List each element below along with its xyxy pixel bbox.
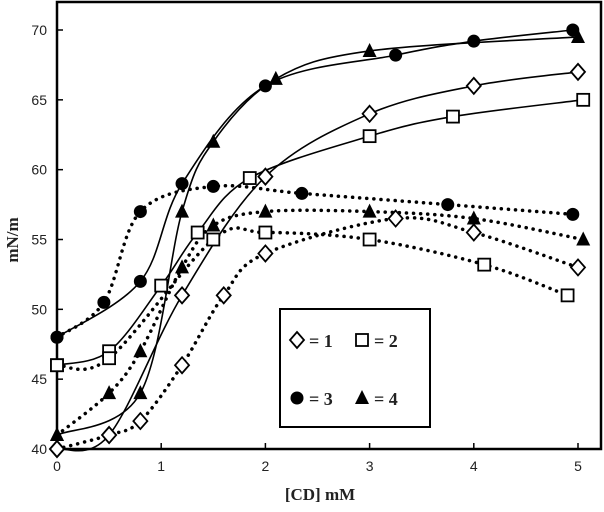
plot-frame [55,0,603,451]
data-point [206,179,220,193]
data-point [173,285,191,305]
x-tick-label: 0 [53,458,61,474]
x-tick-label: 2 [262,458,270,474]
data-point [175,259,190,274]
y-tick-label: 70 [31,22,47,38]
data-point [560,288,575,303]
data-point [258,79,272,93]
data-point [465,223,482,242]
data-point [566,207,580,221]
y-tick-label: 60 [31,162,47,178]
data-point [362,129,377,144]
y-tick-label: 50 [31,301,47,317]
legend-marker [355,390,369,404]
data-point [100,425,118,445]
y-tick-label: 40 [31,441,47,457]
y-axis-label: mN/m [3,217,22,262]
data-point [362,203,377,218]
data-point [50,358,64,373]
data-point [441,198,455,212]
data-point [466,210,481,225]
data-point [154,278,169,293]
data-point [362,42,377,57]
data-point [477,257,492,272]
data-point [467,34,481,48]
data-point [569,258,587,277]
data-point [242,171,257,185]
x-tick-label: 5 [574,458,582,474]
legend-marker [355,333,369,347]
data-point [387,209,404,228]
data-point [175,177,189,191]
legend: = 1 = 2 = 3 = 4 [279,308,431,428]
legend-label: = 3 [309,389,333,409]
data-point [102,385,117,400]
data-point [206,217,221,232]
data-point [215,285,232,305]
legend-marker [288,330,306,350]
data-point [295,186,309,200]
data-point [576,92,591,107]
data-point [571,28,585,43]
data-point [133,343,148,358]
legend-label: = 1 [309,331,333,351]
series-line [55,216,580,451]
data-point [50,330,64,344]
data-point [133,385,148,400]
series-line [56,29,573,338]
data-point [389,48,403,62]
data-point [362,232,377,247]
data-point [268,70,283,85]
x-tick-label: 4 [470,458,478,474]
data-point [569,62,587,82]
data-point [257,244,274,263]
data-point [133,274,147,288]
x-tick-label: 1 [157,458,165,474]
data-point [465,76,482,96]
data-point [576,231,591,246]
legend-marker [290,391,304,405]
x-axis-label: [CD] mM [285,485,355,504]
data-point [258,203,273,218]
y-tick-label: 55 [31,232,47,248]
data-point [50,427,64,442]
legend-label: = 2 [374,331,398,351]
x-tick-label: 3 [366,458,374,474]
data-point [175,203,190,218]
y-tick-label: 45 [31,371,47,387]
data-point [102,351,116,366]
data-point [257,167,274,187]
data-point [133,205,147,219]
data-point [206,133,221,148]
data-point [361,104,378,124]
data-point [446,109,460,124]
data-point [190,225,205,240]
data-point [173,355,191,375]
data-point [258,225,273,240]
y-tick-label: 65 [31,92,47,108]
data-point [132,411,149,431]
data-point [48,439,66,459]
data-point [206,232,221,247]
series-line [55,208,585,437]
data-point [97,295,111,309]
legend-label: = 4 [374,389,398,409]
